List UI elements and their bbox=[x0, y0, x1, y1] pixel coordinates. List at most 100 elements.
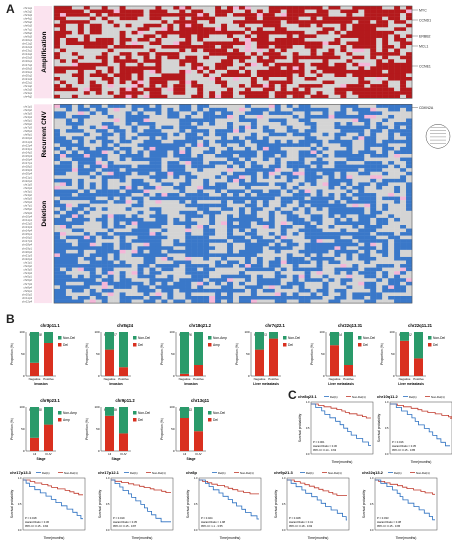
heatmap-cell bbox=[65, 37, 73, 42]
heatmap-cell bbox=[352, 104, 359, 109]
heatmap-cell bbox=[95, 55, 102, 60]
heatmap-cell bbox=[370, 193, 377, 197]
heatmap-cell bbox=[137, 278, 144, 282]
heatmap-cell bbox=[394, 207, 401, 211]
heatmap-cell bbox=[173, 253, 180, 258]
heatmap-cell bbox=[358, 16, 365, 21]
heatmap-cell bbox=[65, 52, 73, 56]
heatmap-cell bbox=[107, 288, 114, 293]
heatmap-cell bbox=[280, 30, 287, 35]
heatmap-cell bbox=[113, 210, 120, 215]
heatmap-cell bbox=[59, 118, 67, 123]
heatmap-cell bbox=[215, 55, 222, 60]
heatmap-cell bbox=[334, 34, 341, 39]
heatmap-cell bbox=[400, 193, 407, 197]
heatmap-cell bbox=[352, 221, 359, 226]
heatmap-cell bbox=[310, 278, 317, 282]
heatmap-cell bbox=[143, 73, 150, 78]
heatmap-cell bbox=[334, 13, 341, 17]
heatmap-cell bbox=[280, 235, 287, 240]
heatmap-cell bbox=[203, 62, 210, 67]
heatmap-cell bbox=[107, 157, 114, 162]
heatmap-cell bbox=[316, 150, 323, 155]
heatmap-cell bbox=[71, 249, 79, 254]
heatmap-cell bbox=[238, 182, 246, 187]
heatmap-cell bbox=[268, 13, 275, 17]
heatmap-cell bbox=[54, 217, 61, 222]
heatmap-cell bbox=[233, 193, 240, 197]
heatmap-cell bbox=[77, 118, 85, 123]
heatmap-cell bbox=[304, 59, 311, 63]
heatmap-cell bbox=[191, 37, 198, 42]
heatmap-cell bbox=[364, 125, 371, 130]
heatmap-cell bbox=[101, 73, 108, 78]
heatmap-cell bbox=[65, 66, 73, 71]
heatmap-cell bbox=[244, 48, 252, 53]
heatmap-cell bbox=[119, 168, 126, 172]
heatmap-cell bbox=[71, 150, 79, 155]
heatmap-cell bbox=[244, 87, 252, 92]
heatmap-cell bbox=[185, 225, 192, 229]
heatmap-cell bbox=[167, 55, 174, 60]
heatmap-cell bbox=[185, 267, 192, 272]
heatmap-cell bbox=[310, 129, 317, 133]
heatmap-cell bbox=[209, 288, 216, 293]
heatmap-cell bbox=[238, 161, 246, 165]
heatmap-cell bbox=[286, 281, 293, 286]
heatmap-cell bbox=[59, 139, 67, 144]
heatmap-cell bbox=[155, 260, 162, 265]
heatmap-cell bbox=[143, 232, 150, 236]
heatmap-cell bbox=[268, 232, 275, 236]
heatmap-cell bbox=[209, 203, 216, 208]
heatmap-cell bbox=[346, 235, 353, 240]
heatmap-cell bbox=[113, 267, 120, 272]
heatmap-cell bbox=[233, 143, 240, 148]
heatmap-cell bbox=[370, 203, 377, 208]
heatmap-cell bbox=[113, 37, 120, 42]
heatmap-cell bbox=[89, 114, 96, 119]
heatmap-cell bbox=[346, 264, 353, 268]
heatmap-cell bbox=[292, 161, 299, 165]
heatmap-cell bbox=[358, 285, 365, 290]
heatmap-cell bbox=[173, 154, 180, 158]
heatmap-cell bbox=[59, 281, 67, 286]
heatmap-cell bbox=[209, 132, 216, 137]
heatmap-cell bbox=[274, 37, 281, 42]
heatmap-cell bbox=[54, 264, 61, 268]
heatmap-cell bbox=[107, 107, 114, 112]
heatmap-cell bbox=[65, 129, 73, 133]
heatmap-cell bbox=[107, 73, 114, 78]
heatmap-cell bbox=[286, 132, 293, 137]
heatmap-cell bbox=[227, 23, 234, 28]
heatmap-cell bbox=[364, 228, 371, 233]
heatmap-cell bbox=[238, 274, 246, 279]
heatmap-cell bbox=[197, 6, 204, 10]
heatmap-cell bbox=[262, 239, 269, 243]
heatmap-cell bbox=[149, 52, 156, 56]
heatmap-cell bbox=[119, 55, 126, 60]
heatmap-cell bbox=[95, 122, 102, 126]
heatmap-cell bbox=[155, 13, 162, 17]
heatmap-cell bbox=[298, 154, 305, 158]
heatmap-cell bbox=[179, 48, 186, 53]
heatmap-cell bbox=[370, 146, 377, 151]
heatmap-cell bbox=[197, 296, 204, 300]
heatmap-cell bbox=[388, 253, 395, 258]
heatmap-cell bbox=[370, 125, 377, 130]
heatmap-cell bbox=[328, 27, 335, 32]
heatmap-cell bbox=[388, 171, 395, 176]
heatmap-cell bbox=[101, 210, 108, 215]
heatmap-cell bbox=[107, 239, 114, 243]
heatmap-cell bbox=[107, 23, 114, 28]
heatmap-cell bbox=[322, 288, 329, 293]
heatmap-cell bbox=[280, 45, 287, 49]
heatmap-cell bbox=[262, 182, 269, 187]
heatmap-cell bbox=[191, 84, 198, 88]
heatmap-cell bbox=[107, 9, 114, 14]
heatmap-cell bbox=[191, 185, 198, 190]
heatmap-cell bbox=[352, 80, 359, 85]
heatmap-cell bbox=[298, 175, 305, 180]
heatmap-cell bbox=[244, 210, 252, 215]
heatmap-cell bbox=[238, 27, 246, 32]
heatmap-cell bbox=[322, 264, 329, 268]
